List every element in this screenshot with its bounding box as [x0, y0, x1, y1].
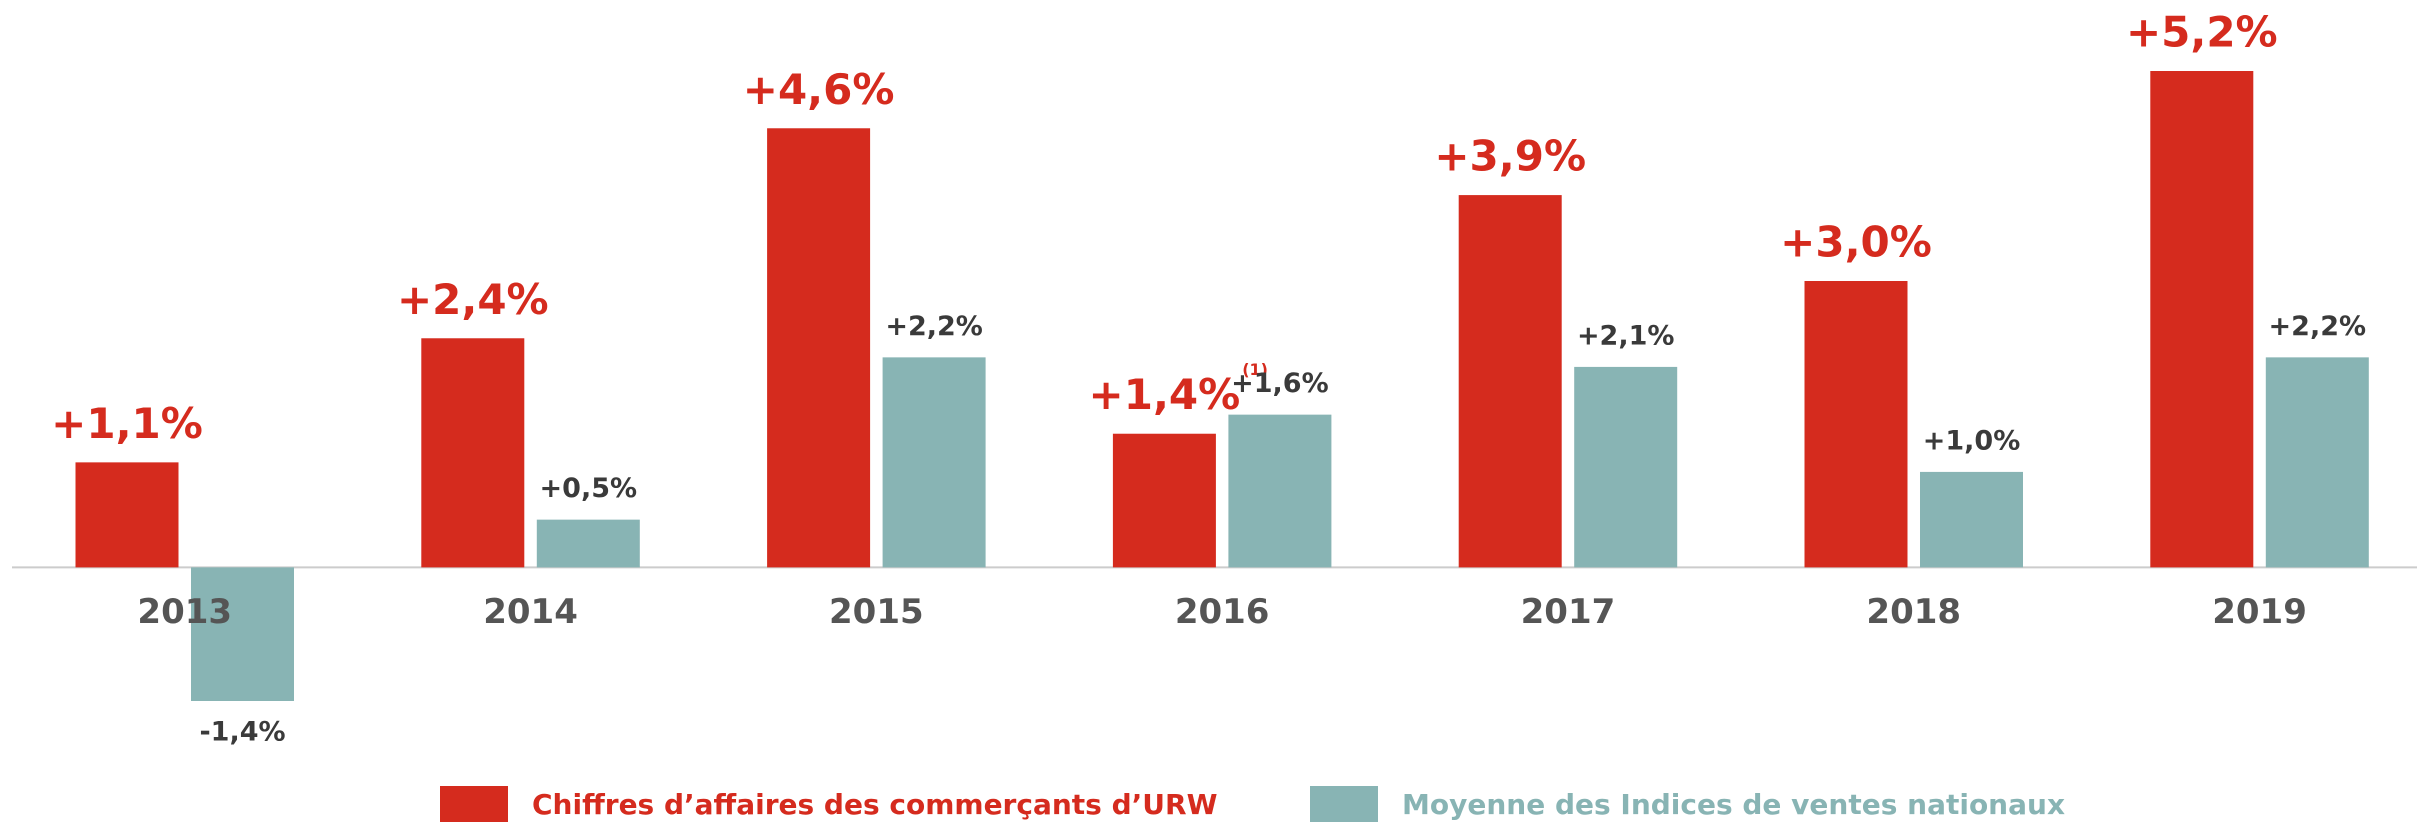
- footnote-marker: (1): [1242, 360, 1268, 379]
- data-label: +2,1%: [1577, 320, 1675, 351]
- x-tick-label: 2013: [137, 592, 232, 632]
- x-tick-label: 2014: [483, 592, 578, 632]
- data-label: +5,2%: [2126, 8, 2278, 57]
- bar: [1112, 433, 1216, 568]
- bar: [1920, 471, 2023, 568]
- data-label: +1,0%: [1923, 425, 2021, 456]
- data-label: +2,4%: [397, 275, 549, 324]
- data-label: +1,6%: [1231, 368, 1329, 399]
- bar: [191, 567, 294, 701]
- bar: [882, 357, 986, 568]
- data-label: +0,5%: [540, 473, 638, 504]
- x-tick-label: 2016: [1175, 592, 1270, 632]
- bar: [1804, 281, 1908, 568]
- legend-label: Chiffres d’affaires des commerçants d’UR…: [532, 788, 1218, 821]
- data-label: +3,0%: [1780, 218, 1932, 267]
- data-label: +4,6%: [743, 65, 895, 114]
- bar: [536, 519, 640, 568]
- data-label: +1,1%: [51, 399, 203, 448]
- data-label: -1,4%: [199, 717, 285, 748]
- legend-swatch: [1310, 786, 1378, 822]
- bar: [421, 338, 525, 568]
- bar: [1228, 414, 1332, 568]
- bar: [2150, 71, 2254, 568]
- bar: [2265, 357, 2369, 568]
- legend-label: Moyenne des Indices de ventes nationaux: [1402, 788, 2065, 821]
- data-label: +1,4%: [1089, 370, 1241, 419]
- data-label: +2,2%: [885, 311, 983, 342]
- bar: [75, 462, 179, 568]
- x-tick-label: 2017: [1521, 592, 1616, 632]
- x-tick-label: 2018: [1866, 592, 1961, 632]
- data-label: +3,9%: [1434, 132, 1586, 181]
- x-tick-label: 2019: [2212, 592, 2307, 632]
- bar: [1458, 195, 1562, 568]
- x-tick-label: 2015: [829, 592, 924, 632]
- bar: [767, 128, 871, 568]
- data-label: +2,2%: [2269, 311, 2367, 342]
- bar: [1574, 366, 1678, 568]
- legend-swatch: [440, 786, 508, 822]
